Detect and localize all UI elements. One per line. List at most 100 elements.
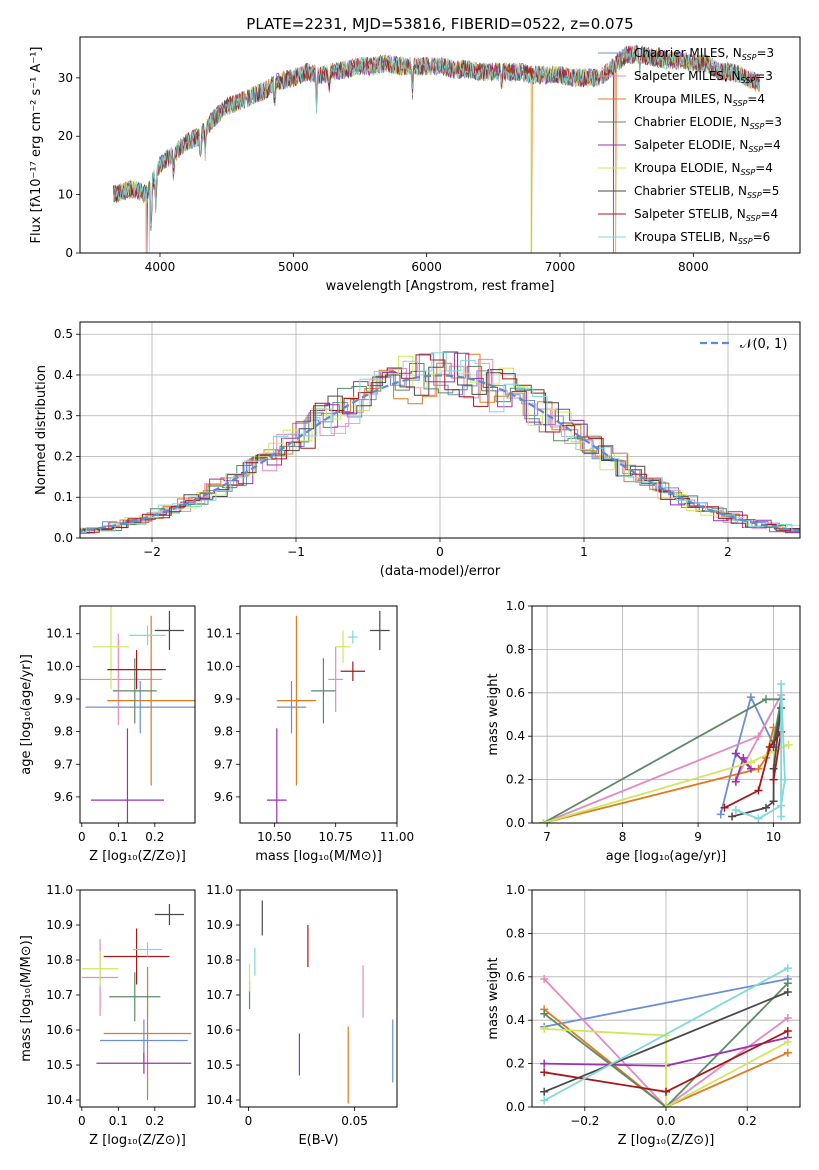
y-tick-label: 11.0 (46, 883, 73, 897)
x-tick-label: −2 (143, 545, 161, 559)
x-tick-label: 10.50 (257, 830, 291, 844)
y-tick-label: 9.7 (54, 757, 73, 771)
x-tick-label: 9 (694, 830, 702, 844)
z-age-panel: 0 0.1 0.2 9.6 9.7 9.8 9.9 10.0 10.1 Z [log₁₀(Z/Z⊙… (19, 605, 196, 864)
y-tick-label: 0.2 (506, 773, 525, 787)
y-tick-label: 0.5 (54, 327, 73, 341)
y-tick-label: 10.0 (206, 659, 233, 673)
weight-marker (783, 1037, 792, 1046)
histogram-step (80, 363, 800, 533)
weight-marker (662, 1087, 670, 1096)
y-axis-label: mass weight (486, 957, 501, 1039)
y-tick-label: 10.9 (46, 918, 73, 932)
legend-label: Chabrier STELIB, NSSP=5 (634, 184, 779, 200)
x-tick-label: 0.2 (145, 830, 164, 844)
x-axis-label: E(B-V) (298, 1133, 338, 1148)
plot-area (112, 44, 761, 253)
weight-line (543, 1008, 789, 1107)
x-tick-label: 5000 (278, 260, 309, 274)
weight-line (543, 727, 775, 823)
y-tick-label: 10.8 (206, 953, 233, 967)
weight-marker (783, 1027, 792, 1036)
x-tick-label: 11.00 (380, 830, 414, 844)
y-tick-label: 9.9 (54, 692, 73, 706)
y-axis-label: age [log₁₀(age/yr)] (19, 654, 34, 775)
legend-label: Salpeter MILES, NSSP=3 (634, 69, 773, 85)
legend-label: 𝒩(0, 1) (740, 337, 787, 352)
legend-label: Chabrier MILES, NSSP=3 (634, 46, 774, 62)
weight-marker (780, 775, 789, 784)
axes-frame (79, 36, 801, 254)
x-tick-label: 7000 (545, 260, 576, 274)
weight-line (544, 1028, 789, 1107)
y-tick-label: 9.8 (54, 725, 73, 739)
z-weight-panel: −0.2 0.0 0.2 0.0 0.2 0.4 0.6 0.8 1.0 Z [log₁₀(Z/Z… (486, 883, 801, 1148)
y-tick-label: 30 (58, 71, 73, 85)
y-tick-label: 10.6 (46, 1023, 73, 1037)
weight-marker (731, 805, 740, 814)
residuals-panel: −2 −1 0 1 2 0.0 0.1 0.2 0.3 0.4 0.5 (data-model)/er… (34, 321, 801, 579)
x-axis-label: age [log₁₀(age/yr)] (606, 849, 727, 864)
y-tick-label: 10.1 (206, 627, 233, 641)
weight-marker (754, 814, 763, 823)
weight-marker (783, 1048, 792, 1057)
x-tick-label: 4000 (145, 260, 176, 274)
legend-label: Salpeter ELODIE, NSSP=4 (634, 138, 781, 154)
weight-marker (777, 812, 786, 821)
y-tick-label: 10.6 (206, 1023, 233, 1037)
weight-line (543, 991, 789, 1093)
weight-line (543, 982, 789, 1107)
y-tick-label: 9.7 (214, 757, 233, 771)
y-tick-label: 10.4 (46, 1093, 73, 1107)
y-tick-label: 0.0 (54, 531, 73, 545)
weight-marker (540, 1087, 549, 1096)
mass-age-panel: 10.50 10.75 11.00 9.6 9.7 9.8 9.9 10.0 10.1 mass … (206, 605, 414, 864)
weight-line (735, 684, 786, 820)
x-tick-label: 0.05 (341, 1114, 368, 1128)
weight-marker (783, 979, 792, 988)
legend: Chabrier MILES, NSSP=3 Salpeter MILES, NS… (598, 46, 782, 246)
y-tick-label: 10.4 (206, 1093, 233, 1107)
y-tick-label: 10 (58, 188, 73, 202)
plot-area (81, 904, 192, 1100)
y-tick-label: 0.4 (506, 1013, 525, 1027)
weight-marker (769, 775, 778, 784)
legend-label: Kroupa ELODIE, NSSP=4 (634, 161, 773, 177)
weight-marker (540, 1024, 549, 1033)
plot-area (266, 610, 390, 823)
weight-line (719, 694, 775, 815)
y-tick-label: 9.6 (54, 790, 73, 804)
weight-marker (754, 732, 763, 741)
y-tick-label: 20 (58, 129, 73, 143)
weight-marker (731, 777, 740, 786)
x-tick-label: −1 (287, 545, 305, 559)
weight-marker (746, 758, 755, 767)
legend-label: Salpeter STELIB, NSSP=4 (634, 207, 778, 223)
spectrum-line (112, 45, 761, 253)
weight-marker (662, 1103, 670, 1107)
x-tick-label: 6000 (411, 260, 442, 274)
x-tick-label: 0.1 (109, 1114, 128, 1128)
y-tick-label: 9.8 (214, 725, 233, 739)
y-tick-label: 10.7 (206, 988, 233, 1002)
axes-frame (239, 889, 398, 1108)
weight-marker (762, 803, 771, 812)
y-tick-label: 10.0 (46, 659, 73, 673)
x-tick-label: 8 (619, 830, 627, 844)
figure-title: PLATE=2231, MJD=53816, FIBERID=0522, z=0… (246, 15, 633, 33)
y-axis-label: Normed distribution (34, 365, 49, 495)
weight-marker (731, 749, 740, 758)
weight-marker (777, 801, 786, 810)
y-tick-label: 10.1 (46, 627, 73, 641)
spectrum-panel: 4000 5000 6000 7000 8000 0 10 20 30 wavelength [A… (29, 36, 801, 294)
weight-marker (540, 1059, 549, 1068)
y-tick-label: 0 (65, 246, 73, 260)
plot-area (248, 900, 394, 1104)
y-tick-label: 10.9 (206, 918, 233, 932)
spectrum-line (112, 46, 761, 253)
y-tick-label: 1.0 (506, 883, 525, 897)
y-tick-label: 1.0 (506, 599, 525, 613)
weight-line (731, 707, 782, 818)
x-tick-label: 0.2 (145, 1114, 164, 1128)
legend-label: Chabrier ELODIE, NSSP=3 (634, 115, 782, 131)
